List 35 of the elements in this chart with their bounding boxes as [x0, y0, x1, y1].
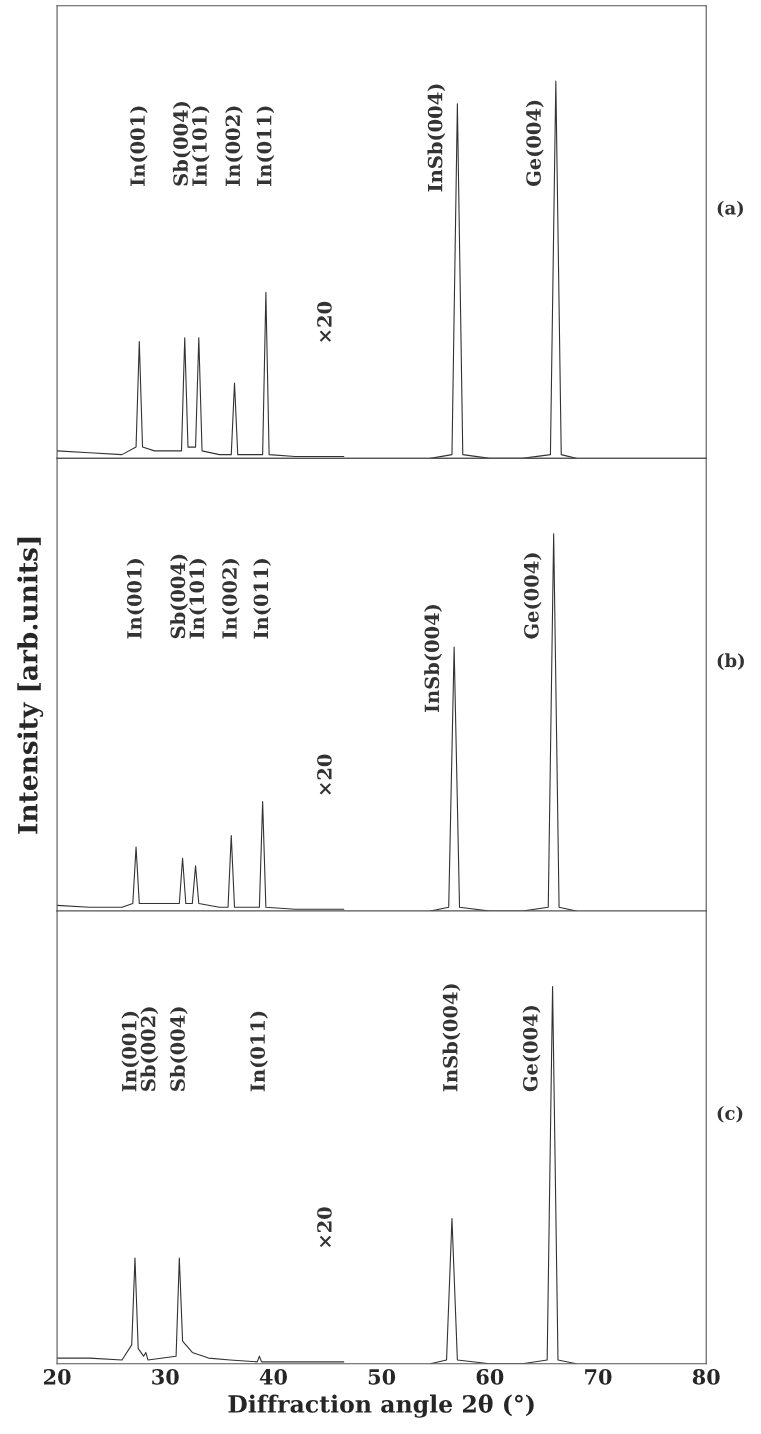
x-tick-label: 40: [259, 1368, 287, 1385]
annotation: Sb(004): [170, 554, 188, 639]
annotation: InSb(004): [427, 84, 446, 192]
annotation: ×20: [317, 301, 332, 342]
annotation: In(001): [126, 559, 145, 639]
x-tick-label: 80: [692, 1368, 720, 1385]
annotation: In(002): [221, 559, 240, 639]
annotation: In(001): [121, 1011, 140, 1092]
annotation: In(002): [225, 106, 243, 186]
annotation: In(101): [191, 106, 210, 186]
annotation: ×20: [317, 1207, 332, 1248]
x-tick-label: 50: [368, 1368, 396, 1385]
annotation: Ge(004): [525, 100, 544, 186]
annotation: InSb(004): [424, 605, 442, 713]
x-tick-label: 20: [43, 1368, 71, 1385]
annotation: Sb(004): [169, 1007, 188, 1091]
x-tick-label: 70: [585, 1368, 612, 1385]
annotation: Ge(004): [523, 553, 542, 639]
annotation: In(011): [253, 559, 272, 639]
annotation: In(011): [249, 1011, 268, 1092]
annotation: ×20: [317, 754, 332, 795]
annotation: In(011): [256, 106, 275, 186]
x-axis-title: Diffraction angle 2θ (°): [228, 1394, 534, 1418]
text: (b): [717, 653, 744, 670]
annotation: Ge(004): [522, 1006, 541, 1092]
x-tick-label: 30: [152, 1368, 179, 1385]
x-tick-label: 60: [476, 1368, 504, 1385]
annotation: Sb(002): [140, 1007, 159, 1091]
annotation: In(001): [129, 106, 148, 186]
text: (c): [717, 1106, 743, 1123]
text: (a): [717, 200, 744, 218]
y-axis-title: Intensity [arb.units]: [17, 537, 44, 834]
annotation: In(101): [189, 559, 207, 639]
annotation: InSb(004): [442, 984, 461, 1092]
annotation: Sb(004): [172, 102, 191, 186]
